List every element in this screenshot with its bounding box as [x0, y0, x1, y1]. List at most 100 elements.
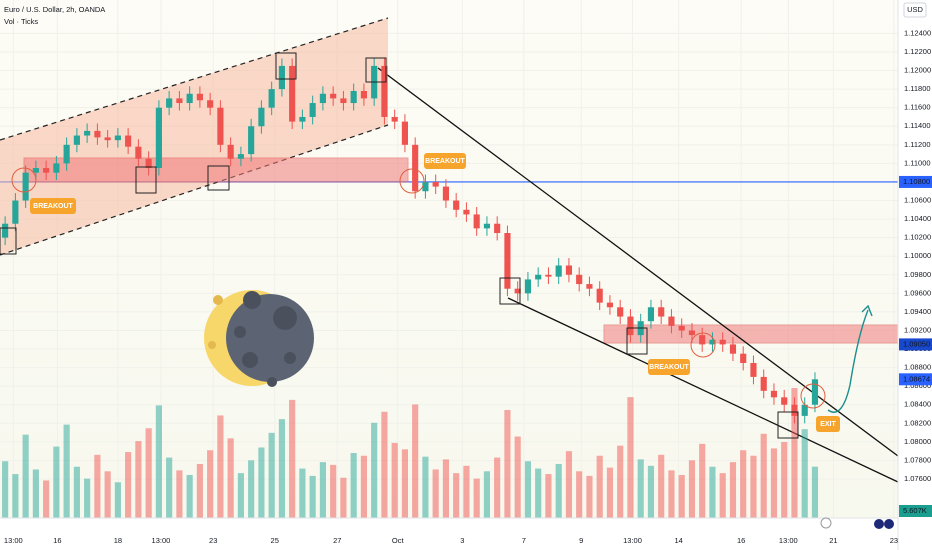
candle-body	[412, 144, 419, 192]
candle-body	[535, 274, 542, 280]
volume-bar	[432, 469, 439, 518]
candle-body	[801, 404, 808, 416]
currency[interactable]: USD	[907, 5, 923, 14]
candle-body	[494, 223, 501, 234]
circle	[800, 383, 826, 409]
candle-body	[53, 163, 60, 173]
volume-bar	[22, 434, 29, 518]
y-tick-label: 1.07600	[904, 474, 931, 483]
volume-bar	[166, 457, 173, 518]
candle-body	[586, 284, 593, 289]
volume-bar	[699, 443, 706, 518]
volume-bar	[524, 461, 532, 518]
candles	[2, 58, 819, 424]
volume-bar	[12, 474, 19, 518]
circle	[11, 167, 37, 193]
y-tick-label: 1.12400	[904, 28, 931, 37]
candle-body	[12, 200, 19, 224]
volume-bar	[330, 464, 337, 518]
volume-bar	[258, 447, 265, 518]
candle-body	[196, 93, 203, 101]
volume-bar	[217, 415, 224, 518]
x-tick-label: 16	[53, 536, 61, 545]
candle-body	[678, 325, 685, 331]
volume-bar	[53, 446, 60, 518]
volume-bar	[299, 468, 306, 518]
candle-body	[237, 154, 244, 159]
candle-body	[432, 181, 439, 187]
volume-bar	[709, 466, 716, 518]
annotation: EXIT	[820, 421, 836, 428]
candle-body	[330, 93, 337, 99]
volume-bar	[412, 404, 419, 518]
annotations: BREAKOUT BREAKOUT BREAKOUT EXIT	[30, 153, 840, 432]
volume-bar	[811, 466, 819, 518]
subtitle: Vol · Ticks	[4, 17, 38, 26]
volume-bar	[637, 459, 644, 518]
annotation-box	[30, 198, 76, 214]
candle-body	[555, 265, 562, 277]
y-tick-label: 1.08000	[904, 437, 931, 446]
candle-body	[545, 274, 552, 277]
y-tick-label: 1.12200	[904, 47, 931, 56]
candle-body	[145, 158, 152, 169]
x-tick-label: 14	[674, 536, 682, 545]
volume-bar	[442, 459, 449, 518]
volume-bar	[176, 470, 183, 518]
candle-body	[22, 172, 29, 201]
volume-bar	[658, 454, 665, 518]
x-tick-label: 13:00	[623, 536, 642, 545]
x-tick-label: 27	[333, 536, 341, 545]
volume-bar	[668, 470, 675, 518]
y-tick-label: 1.10200	[904, 233, 931, 242]
volume-bar	[545, 474, 552, 518]
wedge-lower	[507, 297, 899, 483]
candle-body	[391, 116, 398, 122]
candle-body	[84, 130, 91, 136]
candle-body	[166, 98, 173, 108]
candle-body	[155, 107, 162, 169]
volume-bar	[535, 468, 542, 518]
volume-bar	[627, 397, 634, 518]
candle-body	[791, 404, 798, 416]
candle-body	[770, 390, 778, 398]
price-label-box	[899, 338, 932, 351]
candle-body	[668, 316, 675, 326]
volume-bar	[576, 471, 583, 518]
icon[interactable]	[874, 519, 884, 529]
volume-bar	[473, 478, 480, 518]
currency-box[interactable]	[903, 2, 927, 18]
volume-bar	[791, 388, 798, 518]
volume-label: 5.607K	[903, 506, 927, 515]
volume-bar	[750, 455, 757, 518]
x-tick-label: 7	[522, 536, 526, 545]
x-tick-label: 16	[737, 536, 745, 545]
volume-bar	[514, 436, 521, 518]
box	[365, 57, 387, 83]
volume-bar	[350, 453, 357, 518]
candle-body	[381, 65, 388, 117]
volume-bar	[207, 450, 214, 518]
candle-body	[32, 168, 39, 173]
volume-bar	[268, 432, 275, 518]
candle-body	[688, 330, 696, 336]
volume-label-box	[899, 505, 932, 517]
x-tick-label: 18	[114, 536, 122, 545]
wedge-upper	[377, 67, 899, 457]
candle-body	[186, 93, 193, 104]
volume-bar	[647, 465, 655, 518]
icon[interactable]	[884, 519, 894, 529]
candle-body	[617, 307, 624, 317]
icon[interactable]	[820, 517, 832, 529]
volume-pane	[2, 388, 819, 518]
y-tick-label: 1.09400	[904, 307, 931, 316]
y-tick-label: 1.09800	[904, 270, 931, 279]
y-tick-label: 1.09600	[904, 288, 931, 297]
box	[0, 227, 17, 255]
candle-body	[760, 376, 767, 391]
candle-body	[442, 186, 449, 201]
volume-bar	[32, 469, 39, 518]
candle-body	[135, 146, 142, 159]
volume-bar	[94, 454, 101, 518]
